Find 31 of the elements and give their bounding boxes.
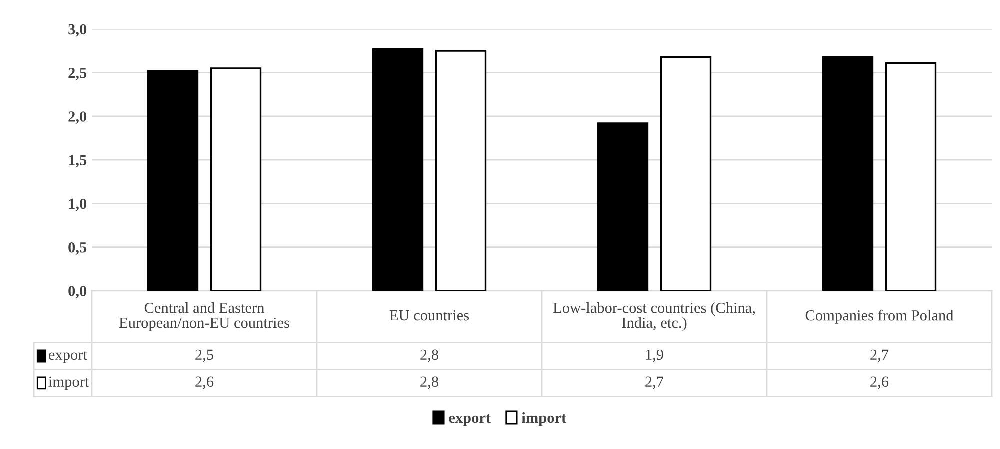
bar — [885, 62, 937, 291]
bar — [822, 56, 874, 291]
bar — [372, 48, 424, 291]
data-label: 2,6 — [870, 376, 889, 390]
data-label: 2,8 — [420, 376, 438, 390]
data-label: 2,7 — [646, 376, 664, 390]
y-tick-label: 1,0 — [69, 198, 87, 212]
x-tick-label: Companies from Poland — [806, 310, 954, 324]
data-label: 2,7 — [870, 350, 889, 362]
y-tick-label: 1,5 — [69, 155, 87, 168]
bar — [147, 70, 199, 291]
y-tick-label: 0,5 — [68, 242, 87, 255]
data-label: 2,8 — [420, 350, 438, 362]
legend-label: export — [49, 351, 88, 364]
y-tick-label: 2,0 — [68, 112, 87, 124]
bar — [435, 50, 487, 291]
data-label: 2,6 — [196, 376, 214, 390]
data-label: 1,9 — [646, 350, 664, 362]
text: export — [449, 414, 492, 426]
legend-label: import — [522, 412, 567, 426]
bar — [210, 68, 262, 291]
bar — [660, 56, 712, 291]
data-label: 2,5 — [196, 350, 214, 362]
text: import — [48, 376, 90, 390]
x-tick-label: Central and Eastern European/non-EU countries — [119, 302, 290, 332]
y-tick-label: 2,5 — [68, 68, 87, 80]
bar — [597, 122, 649, 291]
x-tick-label: Low-labor-cost countries (China, India, etc.) — [553, 302, 755, 332]
y-tick-label: 3,0 — [68, 24, 87, 37]
x-tick-label: EU countries — [390, 310, 470, 321]
y-tick-label: 0,0 — [68, 286, 87, 299]
